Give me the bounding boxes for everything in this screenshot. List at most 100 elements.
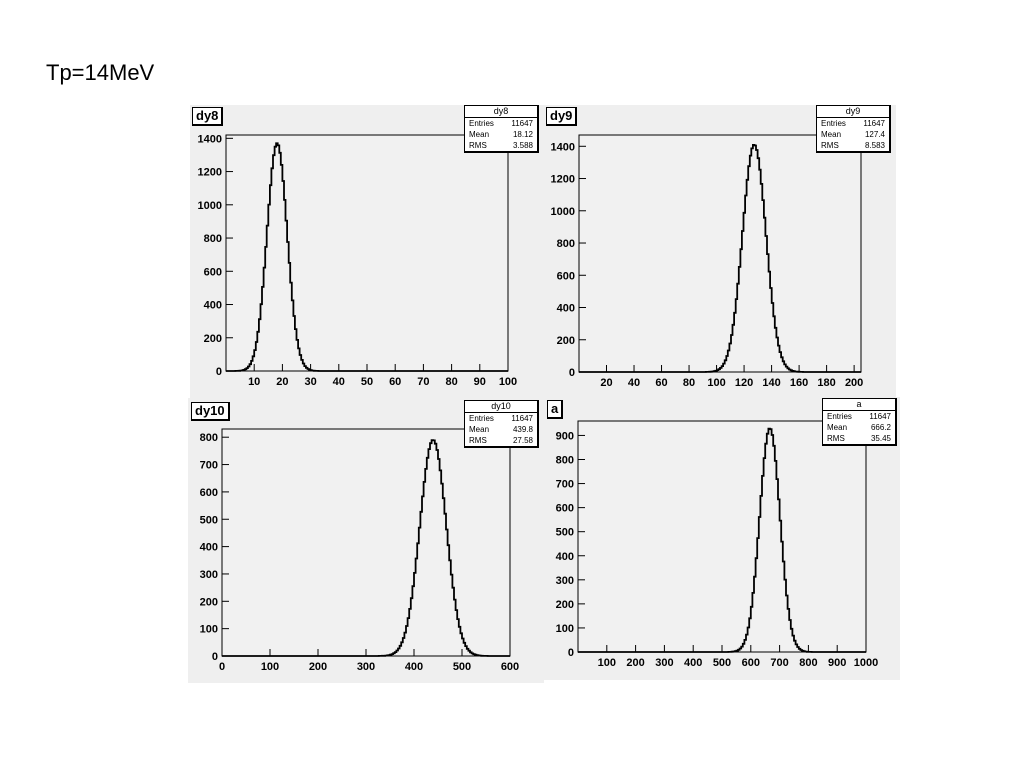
plot-frame (578, 134, 862, 373)
stats-box: dy8 Entries 11647 Mean 18.12 RMS 3.588 (464, 105, 539, 153)
y-tick-label: 1000 (551, 206, 575, 218)
y-tick-label: 600 (556, 503, 574, 515)
y-tick-label: 300 (200, 569, 218, 581)
y-tick-label: 1200 (551, 174, 575, 186)
x-tick-label: 500 (713, 657, 731, 669)
y-tick-label: 200 (556, 599, 574, 611)
y-tick-label: 1400 (551, 141, 575, 153)
histogram-name: dy8 (192, 107, 224, 126)
y-tick-label: 600 (557, 270, 575, 282)
stats-rms-label: RMS (469, 436, 487, 445)
plot-frame (577, 420, 867, 653)
x-tick-label: 900 (828, 657, 846, 669)
histogram-panel-dy8: 0 200 400 600 800 1000 1200 1400 10 20 30 40 50 60 70 8… (190, 105, 544, 400)
y-tick-label: 600 (200, 487, 218, 499)
x-tick-label: 800 (799, 657, 817, 669)
y-tick-label: 500 (556, 527, 574, 539)
y-tick-label: 400 (556, 551, 574, 563)
stats-entries-value: 11647 (869, 412, 891, 421)
y-tick-label: 700 (200, 460, 218, 472)
plot-frame (221, 428, 511, 657)
histogram-plot: 0 100 200 300 400 500 600 700 800 900 100 200 300 400… (556, 420, 878, 669)
x-tick-label: 200 (626, 657, 644, 669)
y-tick-label: 100 (200, 624, 218, 636)
x-tick-label: 140 (762, 377, 780, 389)
stats-mean-label: Mean (821, 130, 842, 139)
x-tick-label: 20 (600, 377, 612, 389)
x-tick-label: 30 (304, 376, 316, 388)
x-tick-label: 100 (707, 377, 725, 389)
histogram-panel-a: 0 100 200 300 400 500 600 700 800 900 100 200 300 400… (544, 397, 900, 680)
stats-mean-label: Mean (827, 423, 848, 432)
x-tick-label: 500 (453, 661, 471, 673)
x-tick-label: 600 (742, 657, 760, 669)
stats-rms-value: 35.45 (870, 434, 891, 443)
histogram-line (578, 427, 866, 653)
y-tick-label: 800 (204, 233, 222, 245)
x-tick-label: 100 (261, 661, 279, 673)
x-tick-label: 120 (735, 377, 753, 389)
x-tick-label: 80 (683, 377, 695, 389)
stats-box: dy10 Entries 11647 Mean 439.8 RMS 27.58 (464, 400, 539, 448)
x-tick-label: 20 (276, 376, 288, 388)
stats-title: a (823, 399, 895, 411)
histogram-name: dy9 (546, 107, 578, 126)
y-tick-label: 0 (568, 647, 574, 659)
stats-rms-label: RMS (469, 141, 487, 150)
y-tick-label: 800 (200, 432, 218, 444)
x-tick-label: 600 (501, 661, 519, 673)
stats-title: dy9 (817, 106, 889, 118)
x-tick-label: 400 (684, 657, 702, 669)
y-tick-label: 700 (556, 479, 574, 491)
y-tick-label: 600 (204, 266, 222, 278)
stats-title: dy10 (465, 401, 537, 413)
histogram-plot: 0 200 400 600 800 1000 1200 1400 20 40 60 80 100 120 1… (551, 134, 863, 389)
x-tick-label: 100 (499, 376, 517, 388)
y-tick-label: 300 (556, 575, 574, 587)
stats-rms-label: RMS (827, 434, 845, 443)
x-tick-label: 70 (417, 376, 429, 388)
stats-rms-value: 8.583 (864, 141, 885, 150)
stats-title: dy8 (465, 106, 537, 118)
stats-box: a Entries 11647 Mean 666.2 RMS 35.45 (822, 398, 897, 446)
x-tick-label: 160 (790, 377, 808, 389)
histogram-name: dy10 (191, 402, 230, 421)
y-tick-label: 0 (216, 366, 222, 378)
histogram-panel-dy10: 0 100 200 300 400 500 600 700 800 0 100 200 300 400 50… (188, 398, 544, 683)
x-tick-label: 50 (361, 376, 373, 388)
y-tick-label: 200 (200, 596, 218, 608)
x-tick-label: 200 (309, 661, 327, 673)
x-tick-label: 40 (333, 376, 345, 388)
y-tick-label: 100 (556, 623, 574, 635)
y-tick-label: 900 (556, 430, 574, 442)
y-tick-label: 400 (200, 542, 218, 554)
y-tick-label: 800 (557, 238, 575, 250)
x-tick-label: 1000 (854, 657, 878, 669)
x-tick-label: 10 (248, 376, 260, 388)
stats-rms-value: 27.58 (512, 436, 533, 445)
stats-mean-label: Mean (469, 130, 490, 139)
y-tick-label: 800 (556, 455, 574, 467)
x-tick-label: 0 (219, 661, 225, 673)
y-tick-label: 1200 (198, 167, 222, 179)
x-tick-label: 80 (445, 376, 457, 388)
y-tick-label: 1400 (198, 133, 222, 145)
stats-entries-label: Entries (827, 412, 852, 421)
stats-entries-label: Entries (469, 414, 494, 423)
stats-entries-value: 11647 (511, 414, 533, 423)
plot-frame (225, 134, 509, 372)
histogram-plot: 0 200 400 600 800 1000 1200 1400 10 20 30 40 50 60 70 8… (198, 133, 518, 388)
y-tick-label: 200 (557, 335, 575, 347)
x-tick-label: 180 (817, 377, 835, 389)
histogram-line (222, 439, 510, 657)
x-tick-label: 90 (474, 376, 486, 388)
histogram-name: a (547, 400, 564, 419)
y-tick-label: 0 (569, 367, 575, 379)
stats-mean-value: 666.2 (870, 423, 891, 432)
y-tick-label: 400 (204, 300, 222, 312)
x-tick-label: 200 (845, 377, 863, 389)
histogram-plot: 0 100 200 300 400 500 600 700 800 0 100 200 300 400 50… (200, 428, 519, 673)
x-tick-label: 700 (770, 657, 788, 669)
y-tick-label: 1000 (198, 200, 222, 212)
stats-rms-label: RMS (821, 141, 839, 150)
